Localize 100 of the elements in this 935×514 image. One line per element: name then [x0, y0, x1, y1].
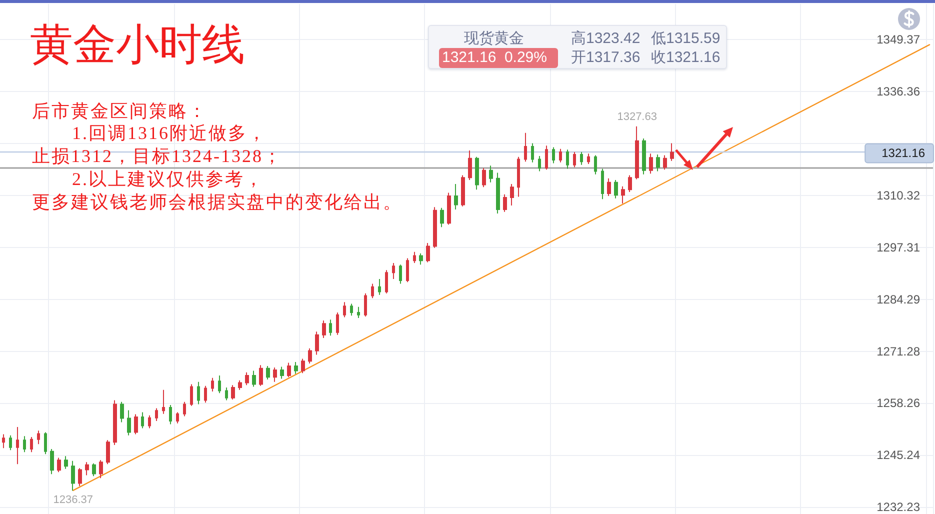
- candlestick: [461, 174, 465, 207]
- candlestick: [266, 365, 270, 380]
- candlestick: [531, 142, 534, 163]
- candlestick: [162, 389, 165, 414]
- candlestick: [628, 174, 632, 192]
- candlestick: [211, 377, 214, 392]
- candlestick: [120, 401, 124, 423]
- candlestick: [587, 153, 590, 165]
- candlestick: [385, 270, 388, 294]
- annotation: 高1323.42: [571, 29, 640, 49]
- candlestick: [406, 258, 409, 283]
- chart-title: 黄金小时线: [30, 22, 245, 69]
- candlestick: [336, 312, 339, 336]
- annotation: 更多建议钱老师会根据实盘中的变化给出。: [32, 191, 402, 213]
- y-tick-label: 1310.32: [876, 188, 920, 202]
- annotation: 0.29%: [504, 48, 547, 68]
- candlestick: [524, 132, 527, 162]
- candlestick: [113, 400, 117, 446]
- candlestick: [57, 457, 61, 473]
- candlestick: [190, 384, 193, 406]
- candlestick: [259, 364, 263, 386]
- candlestick: [580, 152, 583, 166]
- candlestick: [245, 372, 249, 386]
- candlestick: [392, 262, 395, 280]
- candlestick: [30, 436, 33, 453]
- annotation: 1321.16: [442, 48, 496, 68]
- candlestick: [364, 292, 367, 317]
- candlestick: [148, 414, 151, 429]
- annotation: 1.回调1316附近做多，: [72, 122, 267, 144]
- candlestick: [594, 154, 597, 175]
- candlestick: [280, 366, 284, 380]
- candlestick: [482, 168, 486, 188]
- annotation: 收1321.16: [651, 48, 720, 68]
- candlestick: [183, 401, 186, 417]
- y-tick-label: 1258.26: [876, 396, 920, 410]
- candlestick: [2, 434, 5, 449]
- candlestick: [169, 404, 172, 425]
- candlestick: [50, 448, 54, 475]
- candlestick: [37, 430, 40, 445]
- candlestick: [252, 370, 256, 388]
- candlestick: [71, 460, 75, 492]
- candlestick: [308, 348, 312, 364]
- annotation: 后市黄金区间策略：: [32, 100, 208, 122]
- candlestick: [656, 154, 660, 172]
- candlestick: [218, 375, 221, 394]
- candlestick: [614, 179, 618, 199]
- candlestick: [204, 385, 207, 404]
- annotation: 1327.63: [617, 110, 657, 123]
- candlestick: [357, 306, 360, 319]
- candlestick: [238, 380, 242, 390]
- candlestick: [573, 152, 576, 168]
- candlestick: [176, 412, 179, 424]
- candlestick: [503, 194, 507, 212]
- candlestick: [552, 146, 555, 164]
- candlestick: [23, 436, 26, 453]
- candlestick: [635, 126, 639, 180]
- candlestick: [399, 264, 402, 284]
- candlestick: [510, 183, 514, 206]
- candlestick: [670, 142, 674, 162]
- candlestick: [329, 319, 332, 336]
- candlestick: [642, 138, 646, 175]
- y-tick-label: 1349.37: [876, 32, 920, 47]
- candlestick: [197, 381, 200, 405]
- candlestick: [419, 252, 423, 266]
- candlestick: [601, 168, 604, 200]
- candlestick: [78, 468, 82, 487]
- candlestick: [315, 331, 319, 356]
- annotation: 开1317.36: [571, 48, 640, 68]
- candlestick: [649, 153, 653, 174]
- candlestick: [322, 320, 326, 339]
- candlestick: [378, 278, 381, 296]
- candlestick: [433, 206, 437, 248]
- y-tick-label: 1297.31: [876, 240, 920, 254]
- candlestick: [621, 186, 625, 204]
- candlestick: [273, 367, 277, 382]
- candlestick: [141, 412, 144, 429]
- candlestick: [294, 361, 298, 374]
- annotation: 1236.37: [53, 494, 93, 506]
- candlestick: [566, 149, 569, 170]
- annotation: 2.以上建议仅供参考，: [72, 168, 264, 190]
- candlestick: [454, 183, 458, 210]
- candlestick: [447, 192, 451, 226]
- candlestick: [468, 150, 472, 180]
- annotation: 现货黄金: [464, 29, 524, 49]
- candlestick: [9, 434, 12, 451]
- candlestick: [496, 172, 500, 214]
- candlestick: [343, 302, 346, 318]
- y-tick-label: 1245.24: [876, 448, 920, 462]
- candlestick: [663, 154, 667, 170]
- y-tick-label: 1284.29: [876, 292, 920, 306]
- ref-line-label: 1321.16: [882, 146, 926, 160]
- candlestick: [559, 148, 562, 163]
- candlestick: [426, 242, 430, 263]
- y-tick-label: 1336.36: [876, 84, 920, 99]
- candlestick: [371, 283, 374, 299]
- candlestick: [538, 156, 541, 172]
- candlestick: [489, 165, 493, 183]
- candlestick: [545, 145, 548, 170]
- candlestick: [301, 358, 305, 374]
- annotation: 低1315.59: [651, 29, 720, 49]
